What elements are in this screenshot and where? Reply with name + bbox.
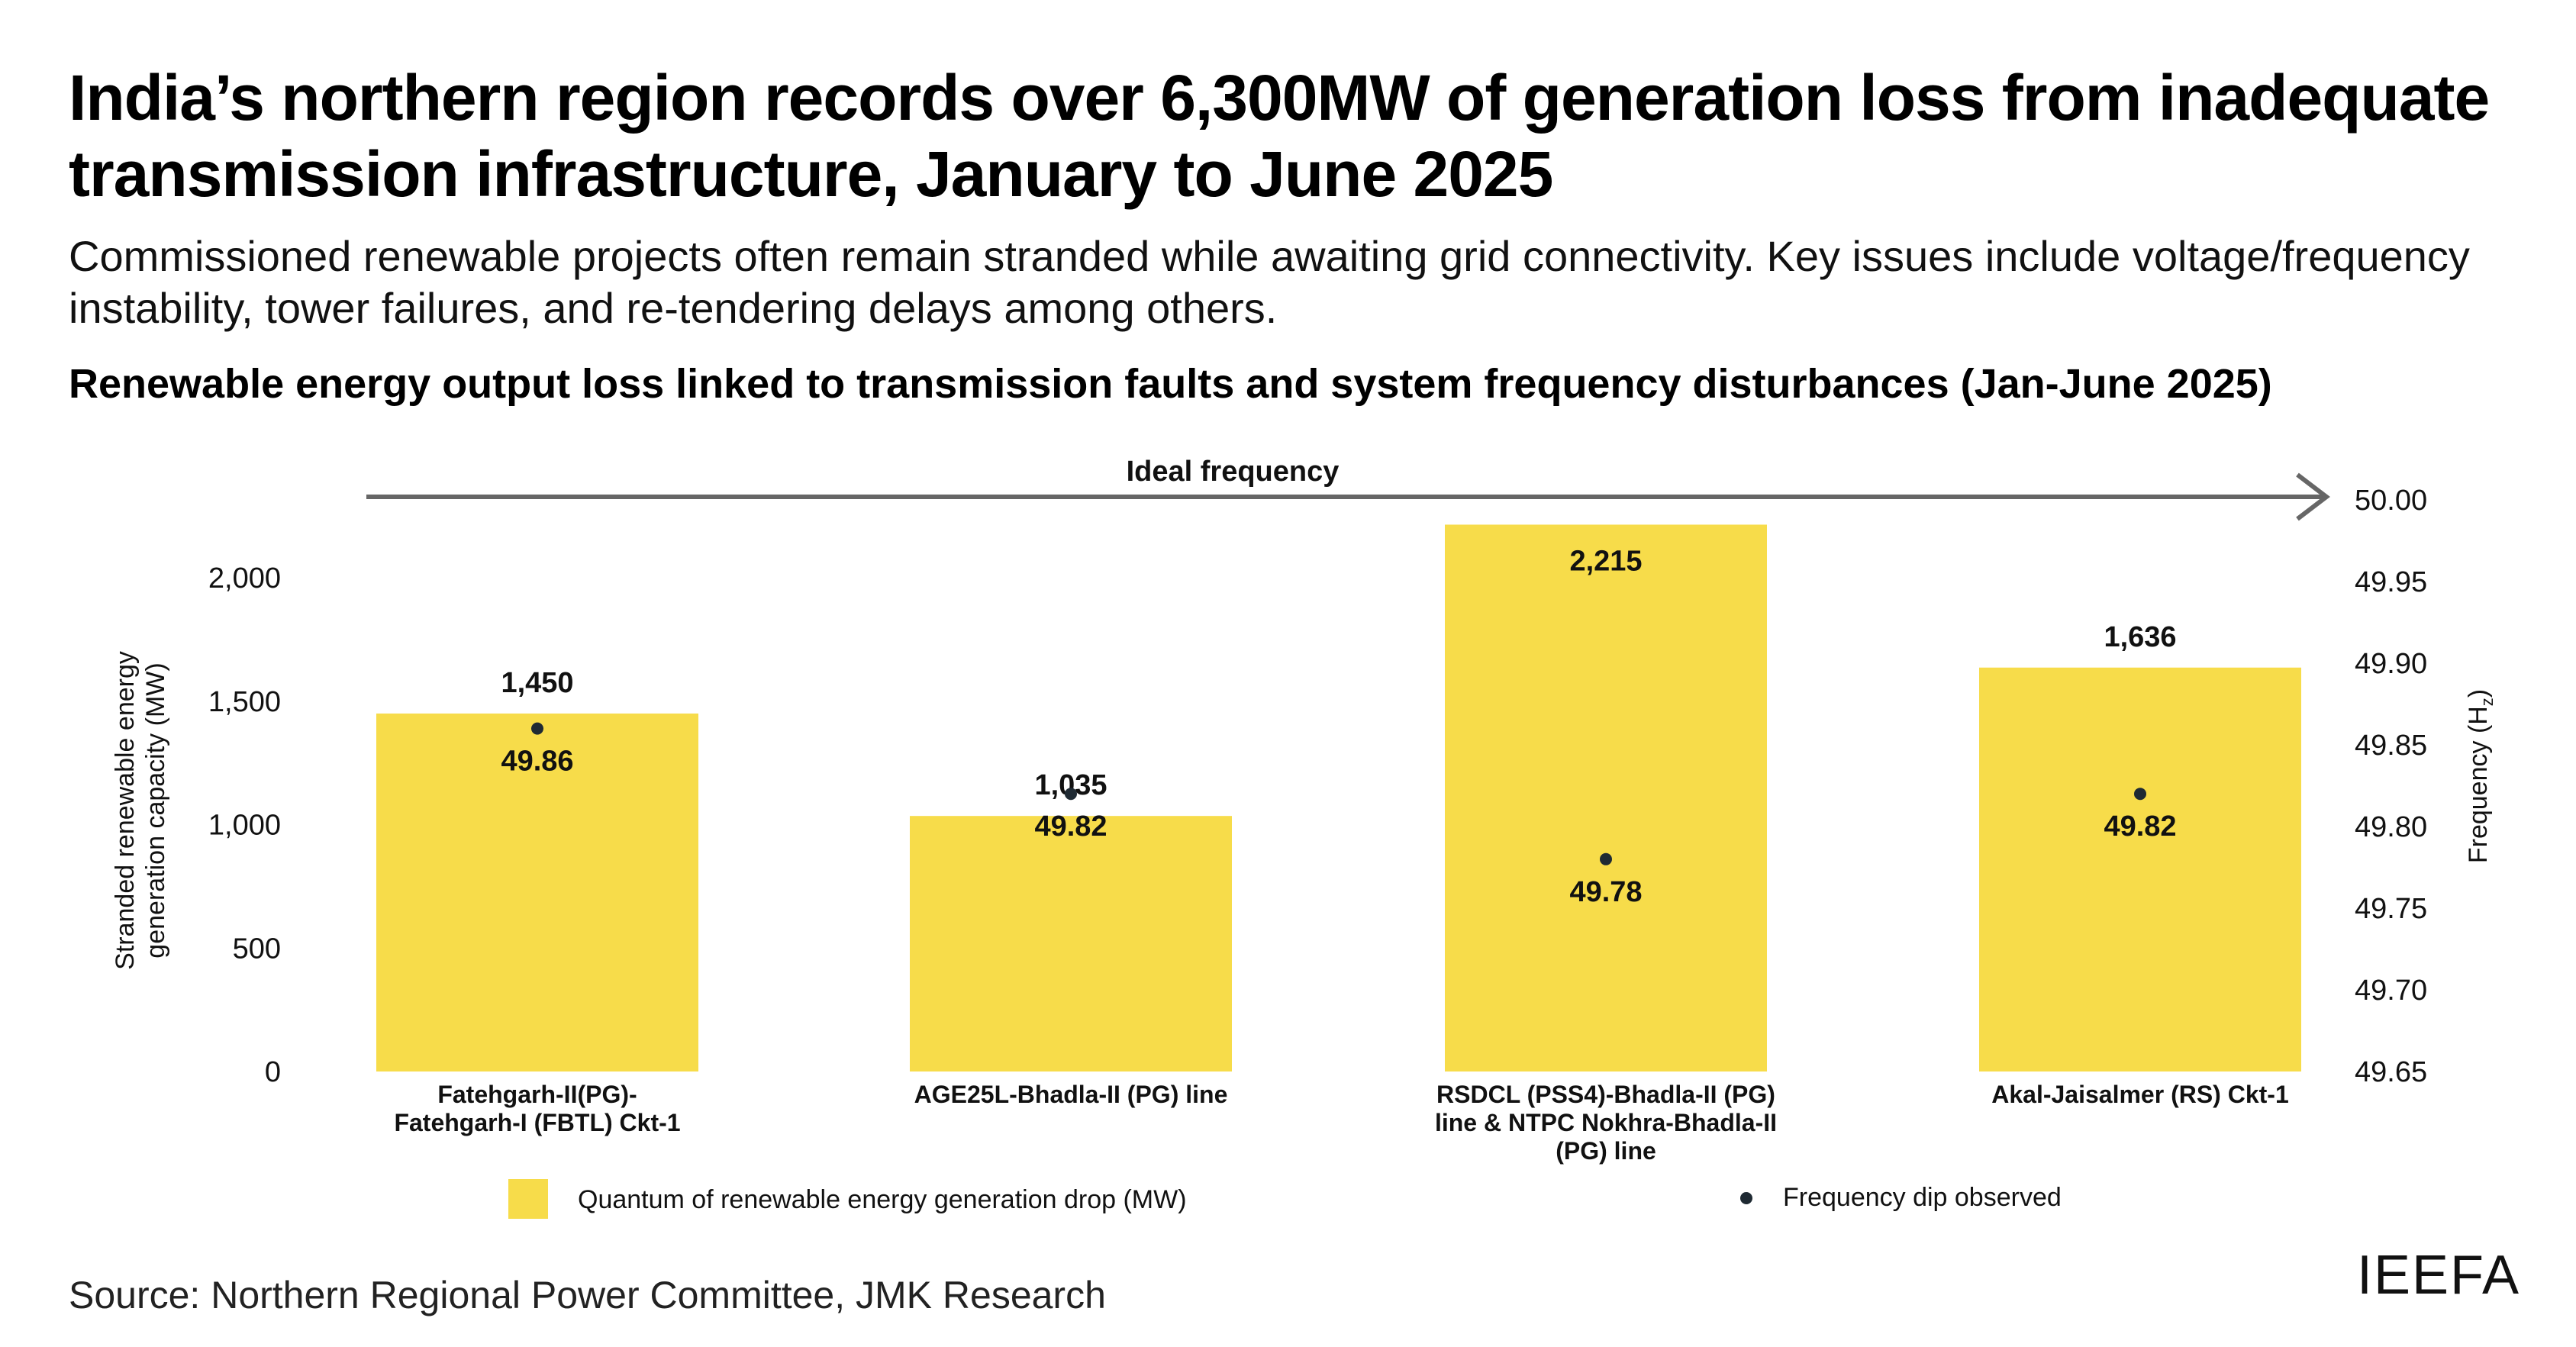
legend-bar-swatch	[508, 1179, 548, 1219]
frequency-dot	[531, 722, 543, 735]
bar	[910, 816, 1232, 1071]
y2-tick-label: 49.70	[2355, 975, 2427, 1007]
y2-tick-label: 49.90	[2355, 648, 2427, 680]
y-tick-label: 500	[233, 933, 281, 965]
legend-dot-label: Frequency dip observed	[1783, 1183, 2062, 1212]
bar-value-label: 1,450	[501, 667, 573, 699]
frequency-dot	[2134, 788, 2146, 801]
page-title: India’s northern region records over 6,3…	[69, 62, 2490, 210]
y2-tick-label: 49.95	[2355, 566, 2427, 598]
y2-tick-label: 50.00	[2355, 485, 2427, 517]
category-label: AGE25L-Bhadla-II (PG) line	[914, 1081, 1228, 1108]
y2-axis-label: Frequency (Hz)	[2464, 689, 2497, 863]
ieefa-logo: IEEFA	[2357, 1245, 2521, 1306]
frequency-value-label: 49.82	[1034, 810, 1107, 843]
frequency-value-label: 49.78	[1569, 876, 1642, 908]
category-label: RSDCL (PSS4)-Bhadla-II (PG) line & NTPC N…	[1435, 1081, 1777, 1165]
y2-tick-label: 49.65	[2355, 1056, 2427, 1088]
bar	[376, 713, 698, 1071]
arrow-head-icon	[2296, 472, 2330, 521]
bar-value-label: 1,636	[2104, 621, 2176, 653]
y-tick-label: 1,000	[208, 810, 281, 842]
y2-tick-label: 49.75	[2355, 893, 2427, 925]
frequency-dot	[1600, 852, 1612, 865]
ideal-frequency-label: Ideal frequency	[1127, 456, 1340, 488]
y-axis-label: Stranded renewable energygeneration capa…	[111, 651, 170, 970]
y2-tick-label: 49.85	[2355, 730, 2427, 762]
y-tick-label: 2,000	[208, 562, 281, 595]
frequency-value-label: 49.86	[501, 746, 573, 778]
chart-title: Renewable energy output loss linked to t…	[69, 361, 2272, 407]
legend-bar-label: Quantum of renewable energy generation d…	[578, 1185, 1187, 1214]
subtitle: Commissioned renewable projects often re…	[69, 232, 2470, 332]
legend-dot-icon	[1740, 1192, 1752, 1204]
category-label: Akal-Jaisalmer (RS) Ckt-1	[1991, 1081, 2288, 1108]
bar	[1445, 524, 1767, 1071]
y-tick-label: 0	[265, 1056, 281, 1088]
bar-value-label: 2,215	[1569, 545, 1642, 577]
frequency-value-label: 49.82	[2104, 810, 2176, 843]
source-note: Source: Northern Regional Power Committe…	[69, 1274, 1106, 1316]
y2-tick-label: 49.80	[2355, 811, 2427, 843]
frequency-dot	[1065, 788, 1077, 801]
category-label: Fatehgarh-II(PG)-Fatehgarh-I (FBTL) Ckt-…	[394, 1081, 680, 1136]
bar	[1979, 667, 2301, 1071]
y-tick-label: 1,500	[208, 686, 281, 718]
